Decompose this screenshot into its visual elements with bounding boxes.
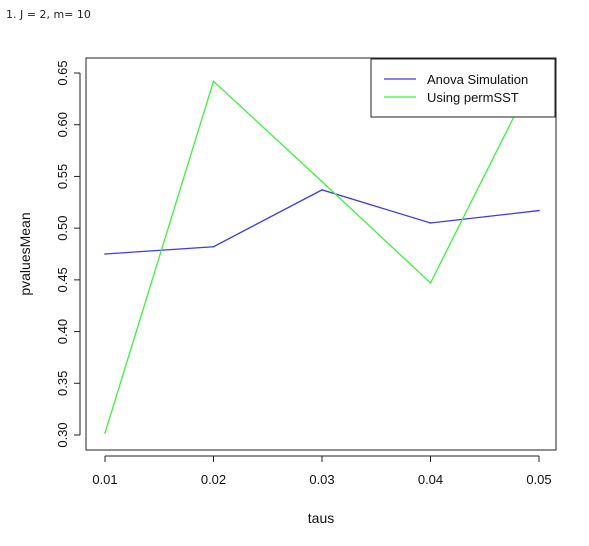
y-tick-label: 0.40: [55, 319, 70, 344]
plot-frame: [85, 57, 557, 451]
y-tick-label: 0.55: [55, 164, 70, 189]
x-tick-label: 0.01: [92, 472, 117, 487]
series-lines: [104, 65, 540, 434]
data-point: [429, 222, 432, 224]
y-tick-label: 0.45: [55, 267, 70, 292]
data-point: [104, 253, 106, 255]
data-point: [538, 209, 540, 212]
legend: Anova Simulation Using permSST: [370, 58, 556, 118]
y-tick-label: 0.60: [55, 112, 70, 137]
x-tick-label: 0.02: [201, 472, 226, 487]
data-point: [321, 180, 323, 183]
y-axis: 0.30 0.35 0.40 0.45 0.50 0.55 0.60 0.65: [55, 60, 81, 448]
x-tick-label: 0.05: [526, 472, 551, 487]
legend-box: [370, 58, 556, 118]
legend-label: Anova Simulation: [427, 72, 528, 87]
y-tick-label: 0.50: [55, 215, 70, 240]
x-axis: 0.01 0.02 0.03 0.04 0.05: [92, 455, 552, 487]
x-axis-title: taus: [308, 510, 334, 526]
legend-label: Using permSST: [427, 90, 519, 105]
figure-caption: 1. J = 2, m= 10: [6, 8, 91, 21]
data-point: [321, 189, 323, 191]
x-tick-label: 0.04: [418, 472, 443, 487]
y-tick-label: 0.35: [55, 371, 70, 396]
x-tick-label: 0.03: [309, 472, 334, 487]
data-point: [104, 432, 106, 434]
data-point: [212, 245, 215, 248]
data-point: [212, 80, 215, 83]
y-tick-label: 0.65: [55, 60, 70, 85]
y-axis-title: pvaluesMean: [17, 212, 33, 295]
data-point: [429, 282, 432, 284]
y-tick-label: 0.30: [55, 422, 70, 447]
